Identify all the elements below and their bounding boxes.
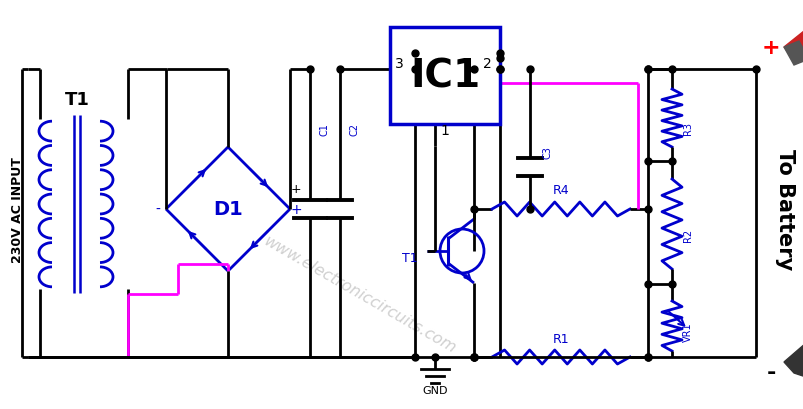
Text: -: - — [765, 362, 775, 382]
Text: +: + — [291, 183, 301, 196]
Text: C1: C1 — [320, 123, 329, 136]
Text: R3: R3 — [683, 122, 692, 135]
Text: C3: C3 — [542, 146, 552, 159]
Text: 3: 3 — [394, 57, 403, 71]
Text: To Battery: To Battery — [774, 149, 794, 270]
Text: IC1: IC1 — [410, 57, 479, 95]
Text: R1: R1 — [552, 332, 569, 345]
Text: GND: GND — [422, 385, 447, 395]
Text: R4: R4 — [552, 184, 569, 196]
Text: -: - — [155, 202, 161, 216]
Polygon shape — [783, 343, 803, 379]
Text: 2: 2 — [483, 57, 491, 71]
Text: D1: D1 — [213, 200, 243, 219]
Text: 1: 1 — [439, 124, 448, 138]
Text: +: + — [760, 38, 780, 58]
Text: +: + — [290, 202, 301, 216]
Text: C2: C2 — [349, 123, 360, 136]
Text: 230V AC INPUT: 230V AC INPUT — [11, 157, 24, 262]
Text: www.electroniccircuits.com: www.electroniccircuits.com — [261, 233, 459, 355]
Text: R2: R2 — [683, 228, 692, 241]
Text: T1: T1 — [402, 252, 418, 264]
Text: T1: T1 — [64, 91, 89, 109]
Polygon shape — [783, 32, 803, 72]
Text: VR1: VR1 — [683, 321, 692, 341]
Bar — [389, 28, 499, 125]
Polygon shape — [783, 42, 803, 66]
